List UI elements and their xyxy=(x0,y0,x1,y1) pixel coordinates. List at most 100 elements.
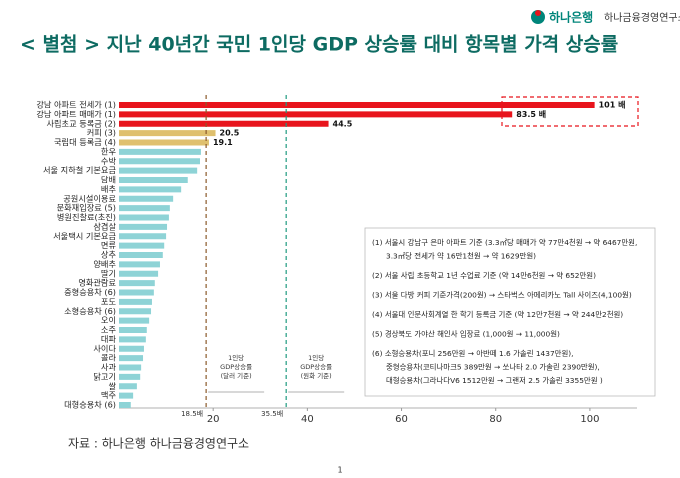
note-text: 3.3㎡당 전세가 약 16만1천원 → 약 1629만원) xyxy=(386,252,536,261)
reference-note: GDP상승률 xyxy=(220,362,252,371)
bar xyxy=(119,270,159,277)
value-label: 44.5 xyxy=(333,119,353,128)
y-tick-label: 국립대 등록금 (4) xyxy=(54,137,116,147)
bar xyxy=(119,195,174,202)
bar xyxy=(119,223,168,230)
reference-note: (원화 기준) xyxy=(301,371,332,380)
value-label: 19.1 xyxy=(213,138,233,147)
bar xyxy=(119,317,150,324)
org-name: 하나금융경영연구소 xyxy=(604,11,680,24)
y-tick-label: 한우 xyxy=(101,146,117,156)
reference-note: GDP상승률 xyxy=(300,362,332,371)
y-tick-label: 담배 xyxy=(101,175,116,185)
note-text: (4) 서울대 인문사회계열 한 학기 등록금 기준 (약 12만7천원 → 약… xyxy=(372,310,623,319)
bar xyxy=(119,355,144,362)
bar xyxy=(119,158,200,165)
bar xyxy=(119,177,188,183)
y-tick-label: 면류 xyxy=(101,240,117,250)
page-number: 1 xyxy=(337,466,342,475)
y-tick-label: 사이다 xyxy=(93,343,116,353)
bar xyxy=(119,214,169,221)
bar xyxy=(119,252,163,258)
y-tick-label: 서울택시 기본요금 xyxy=(53,231,116,241)
bar xyxy=(119,148,201,155)
note-text: 대형승용차(그라나다V6 1512만원 → 그랜저 2.5 가솔린 3355만원… xyxy=(386,376,603,385)
value-label: 101 배 xyxy=(599,100,626,110)
notes-box xyxy=(364,227,656,397)
x-tick-label: 20 xyxy=(207,414,220,425)
bar xyxy=(119,102,595,108)
y-tick-label: 커피 (3) xyxy=(87,128,116,138)
note-text: (2) 서울 사립 초등학교 1년 수업료 기준 (약 14만6천원 → 약 6… xyxy=(372,271,596,280)
y-tick-label: 공원시설이용료 xyxy=(63,193,116,203)
note-text: (6) 소형승용차(포니 256만원 → 아반떼 1.6 가솔린 1437만원)… xyxy=(372,349,573,358)
bar xyxy=(119,373,141,380)
y-tick-label: 오이 xyxy=(101,315,116,325)
logo-text: 하나은행 xyxy=(549,10,593,25)
y-tick-label: 강남 아파트 전세가 (1) xyxy=(36,100,116,110)
bar xyxy=(119,167,198,174)
bar xyxy=(119,130,216,137)
y-tick-label: 서울 지하철 기본요금 xyxy=(43,165,116,175)
reference-note: (달러 기준) xyxy=(221,371,252,380)
bar xyxy=(119,111,513,118)
y-tick-label: 맥주 xyxy=(101,390,117,400)
note-text: 중형승용차(코티나마크5 389만원 → 쏘나타 2.0 가솔린 2390만원)… xyxy=(386,363,600,372)
y-tick-label: 쌀 xyxy=(108,381,116,391)
value-label: 83.5 배 xyxy=(516,109,546,119)
bar xyxy=(119,402,131,408)
bar xyxy=(119,139,209,146)
y-tick-label: 대형승용차 (6) xyxy=(64,400,116,410)
y-tick-label: 상추 xyxy=(101,250,117,260)
bar xyxy=(119,205,170,212)
bar xyxy=(119,364,142,371)
note-text: (3) 서울 다방 커피 기준가격(200원) → 스타벅스 아메리카노 Tal… xyxy=(372,291,632,300)
y-tick-label: 배추 xyxy=(101,184,117,194)
y-tick-label: 소형승용차 (6) xyxy=(64,306,116,316)
x-tick-label: 100 xyxy=(580,414,599,425)
reference-label: 18.5배 xyxy=(181,409,203,418)
y-tick-label: 사립초교 등록금 (2) xyxy=(46,118,116,128)
y-tick-label: 수박 xyxy=(101,156,117,166)
source: 자료 : 하나은행 하나금융경영연구소 xyxy=(68,436,249,451)
bar xyxy=(119,345,144,352)
bar xyxy=(119,233,167,240)
reference-label: 35.5배 xyxy=(261,409,283,418)
logo-icon-dot xyxy=(535,10,541,16)
y-tick-label: 양배추 xyxy=(93,259,116,269)
bar xyxy=(119,261,160,268)
y-tick-label: 사과 xyxy=(101,362,117,372)
x-tick-label: 60 xyxy=(395,414,408,425)
bar xyxy=(119,120,329,127)
bar xyxy=(119,298,152,305)
bar xyxy=(119,383,137,390)
y-tick-label: 콜라 xyxy=(101,353,117,363)
y-tick-label: 문화재입장료 (5) xyxy=(57,203,116,213)
value-label: 20.5 xyxy=(220,129,240,138)
y-tick-label: 포도 xyxy=(101,296,117,306)
bar xyxy=(119,280,155,287)
chart-title: < 별첨 > 지난 40년간 국민 1인당 GDP 상승률 대비 항목별 가격 … xyxy=(20,34,618,56)
bar xyxy=(119,392,134,399)
y-tick-label: 닭고기 xyxy=(93,371,116,381)
x-tick-label: 80 xyxy=(489,414,502,425)
y-tick-label: 대파 xyxy=(101,334,117,344)
y-tick-label: 소주 xyxy=(101,325,117,335)
bar xyxy=(119,186,182,193)
reference-note: 1인당 xyxy=(228,353,244,362)
logo-icon xyxy=(531,10,545,24)
bar xyxy=(119,327,147,333)
note-text: (5) 경상북도 가야산 해인사 입장료 (1,000원 → 11,000원) xyxy=(372,330,560,339)
y-tick-label: 중형승용차 (6) xyxy=(64,287,116,297)
bar xyxy=(119,242,165,249)
y-tick-label: 영화관람료 xyxy=(78,278,116,288)
y-tick-label: 삼겹살 xyxy=(93,221,116,231)
x-tick-label: 40 xyxy=(301,414,314,425)
y-tick-label: 딸기 xyxy=(101,268,116,278)
bar xyxy=(119,289,154,296)
bar xyxy=(119,308,152,315)
reference-note: 1인당 xyxy=(308,353,324,362)
note-text: (1) 서울시 강남구 은마 아파트 기준 (3.3㎡당 매매가 약 77만4천… xyxy=(372,238,637,247)
y-tick-label: 병원진찰료(초진) xyxy=(57,212,116,222)
